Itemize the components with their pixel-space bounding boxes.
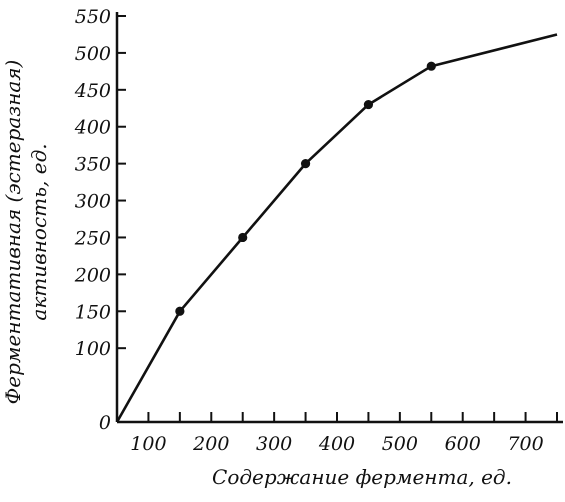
x-tick-label: 500	[382, 433, 418, 455]
series	[115, 33, 558, 423]
axis-titles: Содержание фермента, ед. Ферментативная …	[1, 60, 512, 489]
x-tick-label: 100	[130, 433, 166, 455]
y-tick-label: 350	[75, 154, 111, 176]
y-tick-label: 400	[74, 117, 111, 139]
data-point	[238, 232, 248, 243]
x-axis-title: Содержание фермента, ед.	[212, 465, 512, 489]
y-tick-label: 200	[74, 264, 111, 286]
x-tick-label: 600	[445, 433, 481, 455]
axes	[115, 12, 563, 424]
y-axis-title-line1: Ферментативная (эстеразная)	[1, 60, 25, 405]
series-line	[115, 33, 558, 423]
x-tick-label: 400	[318, 433, 355, 455]
y-tick-label: 300	[75, 191, 111, 213]
data-point	[300, 159, 311, 169]
y-axis-title-line2: активность, ед.	[27, 143, 51, 320]
y-tick-label: 450	[74, 80, 111, 102]
data-point	[426, 61, 436, 71]
y-tick-label: 550	[75, 6, 111, 28]
y-tick-label: 150	[75, 301, 111, 323]
y-tick-label: 500	[75, 43, 111, 65]
data-point	[363, 99, 374, 110]
x-tick-label: 200	[192, 433, 229, 455]
y-tick-label: 0	[99, 412, 111, 434]
data-point	[175, 306, 185, 316]
y-tick-label: 250	[74, 227, 111, 249]
y-tick-label: 100	[75, 338, 111, 360]
x-tick-label: 700	[507, 433, 543, 455]
ticks: 0 100 150 200 250 300 350 400 450 500 550 100 200 300…	[74, 6, 558, 455]
x-tick-label: 300	[256, 433, 292, 455]
